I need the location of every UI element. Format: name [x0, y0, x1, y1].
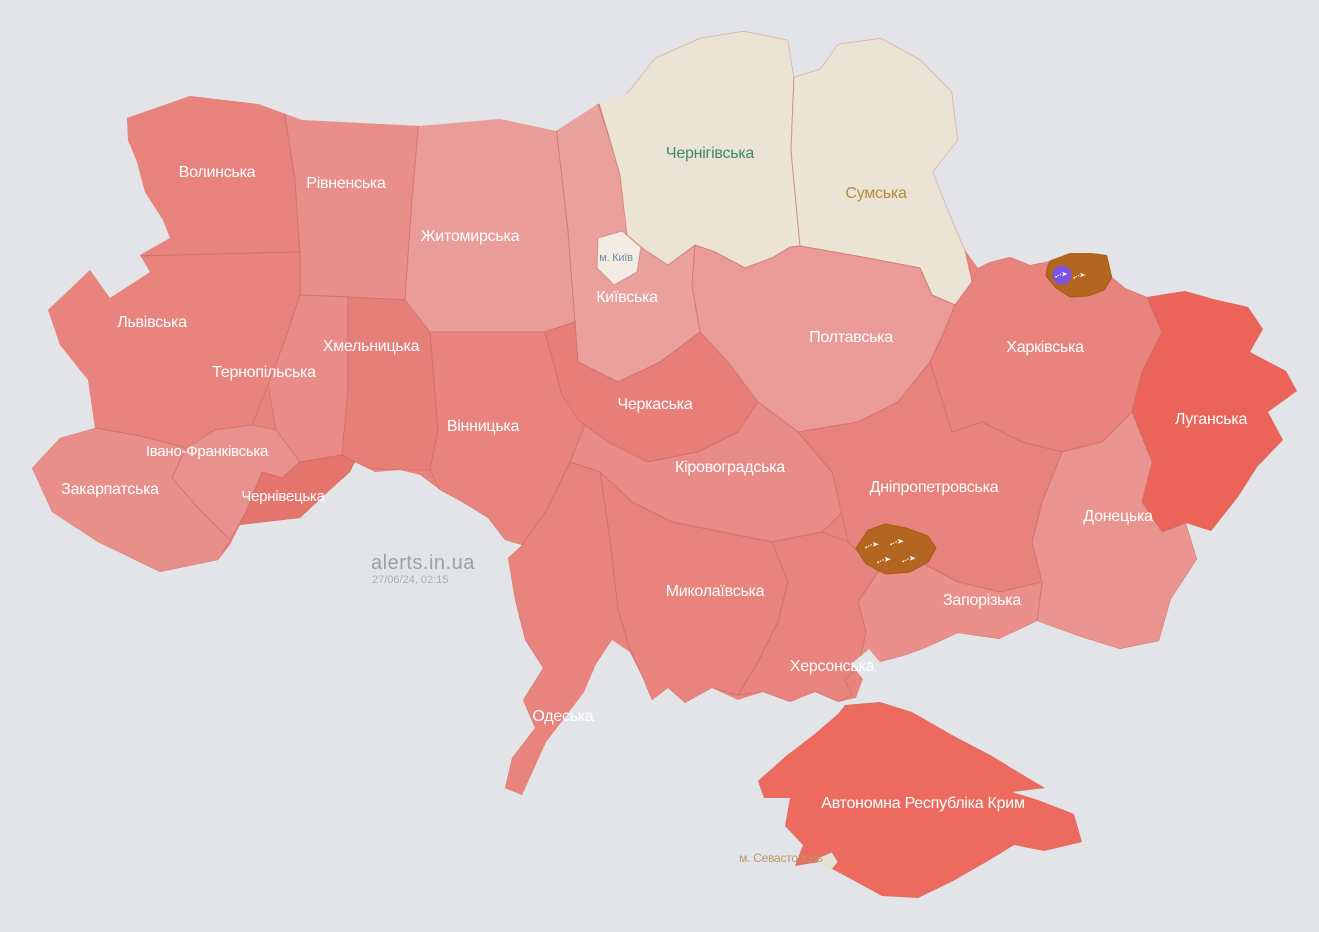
- map-region[interactable]: [757, 701, 1083, 898]
- watermark: alerts.in.ua 27/06/24, 02:15: [371, 552, 475, 586]
- watermark-timestamp-text: 27/06/24, 02:15: [372, 574, 448, 586]
- map-region[interactable]: [797, 361, 1063, 593]
- threat-markers-layer: [864, 265, 1086, 564]
- alert-districts-layer: [855, 249, 1113, 575]
- map-region[interactable]: [597, 31, 801, 269]
- map-region[interactable]: [596, 230, 642, 286]
- map-region[interactable]: [239, 454, 356, 526]
- map-region[interactable]: [111, 91, 301, 257]
- map-region[interactable]: [404, 107, 576, 333]
- uav-cluster-circle-marker: [1052, 265, 1072, 285]
- country-landmass: [32, 31, 1297, 898]
- map-region[interactable]: [281, 94, 421, 301]
- dnipro-district[interactable]: [855, 523, 937, 575]
- watermark-site-text: alerts.in.ua: [371, 552, 475, 574]
